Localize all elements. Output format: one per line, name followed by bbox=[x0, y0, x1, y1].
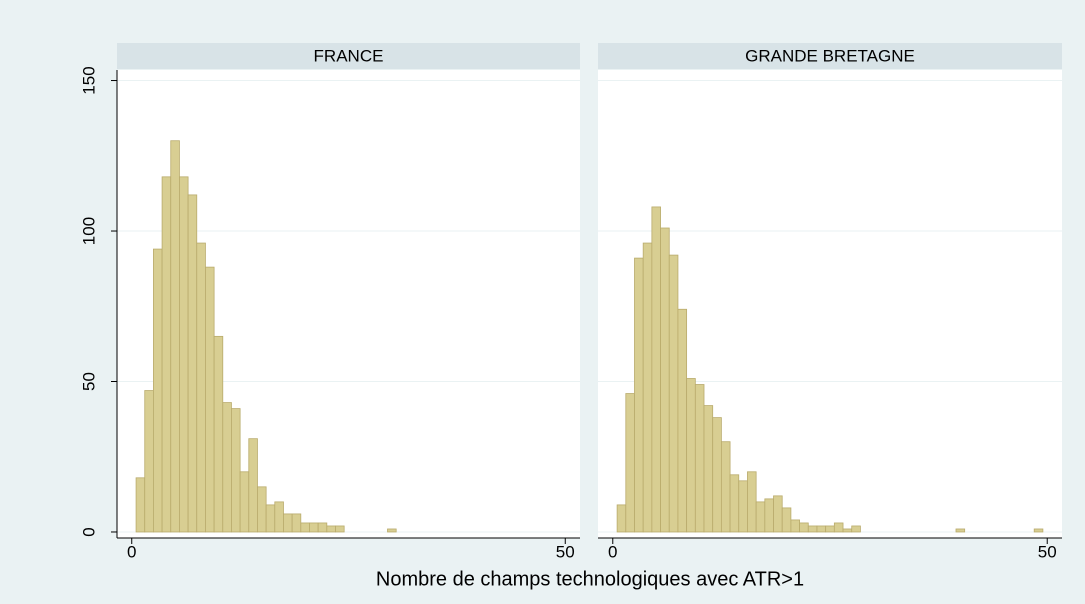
bar bbox=[196, 242, 206, 533]
panel-title: GRANDE BRETAGNE bbox=[745, 46, 915, 65]
bar bbox=[851, 525, 861, 533]
bar bbox=[729, 474, 740, 533]
bar bbox=[842, 528, 853, 533]
x-axis-label: Nombre de champs technologiques avec ATR… bbox=[376, 568, 804, 590]
bar bbox=[955, 528, 966, 533]
bar bbox=[291, 513, 302, 533]
bar bbox=[755, 501, 766, 533]
bar bbox=[686, 378, 696, 533]
bar bbox=[616, 504, 627, 533]
panel-header bbox=[117, 43, 580, 69]
panel-title: FRANCE bbox=[314, 46, 384, 65]
x-tick-label: 50 bbox=[1038, 542, 1057, 561]
bar bbox=[703, 405, 714, 533]
bar bbox=[677, 308, 688, 533]
bar bbox=[1033, 528, 1044, 533]
bar bbox=[317, 522, 328, 533]
y-tick-label: 0 bbox=[79, 527, 98, 536]
bar bbox=[833, 522, 844, 533]
bar bbox=[720, 441, 731, 533]
bar bbox=[309, 522, 319, 533]
bar bbox=[694, 384, 705, 533]
bar bbox=[799, 522, 809, 533]
y-tick-label: 100 bbox=[79, 217, 98, 245]
bar bbox=[179, 176, 189, 533]
bar bbox=[170, 140, 180, 533]
bar bbox=[135, 477, 146, 533]
bar bbox=[161, 176, 172, 533]
bar bbox=[668, 254, 679, 533]
bar bbox=[642, 242, 653, 533]
bar bbox=[257, 486, 267, 533]
bar bbox=[660, 227, 670, 533]
bar bbox=[248, 438, 258, 533]
bar bbox=[144, 390, 154, 533]
bar bbox=[326, 525, 336, 533]
bar bbox=[335, 525, 345, 533]
bar bbox=[231, 408, 241, 533]
bar bbox=[625, 393, 635, 533]
bar bbox=[153, 248, 163, 533]
bar bbox=[274, 501, 284, 533]
y-tick-label: 50 bbox=[79, 372, 98, 391]
panel-header bbox=[598, 43, 1062, 69]
bar bbox=[239, 471, 250, 533]
x-tick-label: 0 bbox=[127, 542, 136, 561]
x-tick-label: 50 bbox=[556, 542, 575, 561]
bar bbox=[651, 206, 661, 533]
bar bbox=[300, 522, 310, 533]
bar bbox=[825, 525, 835, 533]
bar bbox=[712, 417, 722, 533]
bar bbox=[781, 507, 792, 533]
bar bbox=[187, 194, 198, 533]
bar bbox=[790, 519, 800, 533]
bar bbox=[387, 528, 397, 533]
bar bbox=[283, 513, 293, 533]
y-tick-label: 150 bbox=[79, 66, 98, 94]
bar bbox=[738, 480, 748, 533]
bar bbox=[807, 525, 818, 533]
bar bbox=[222, 402, 232, 533]
bar bbox=[773, 495, 783, 533]
x-tick-label: 0 bbox=[608, 542, 617, 561]
bar bbox=[213, 335, 224, 533]
bar bbox=[747, 471, 757, 533]
bar bbox=[265, 504, 276, 533]
bar bbox=[816, 525, 827, 533]
bar bbox=[764, 498, 774, 533]
bar bbox=[634, 257, 644, 533]
bar bbox=[205, 266, 215, 533]
